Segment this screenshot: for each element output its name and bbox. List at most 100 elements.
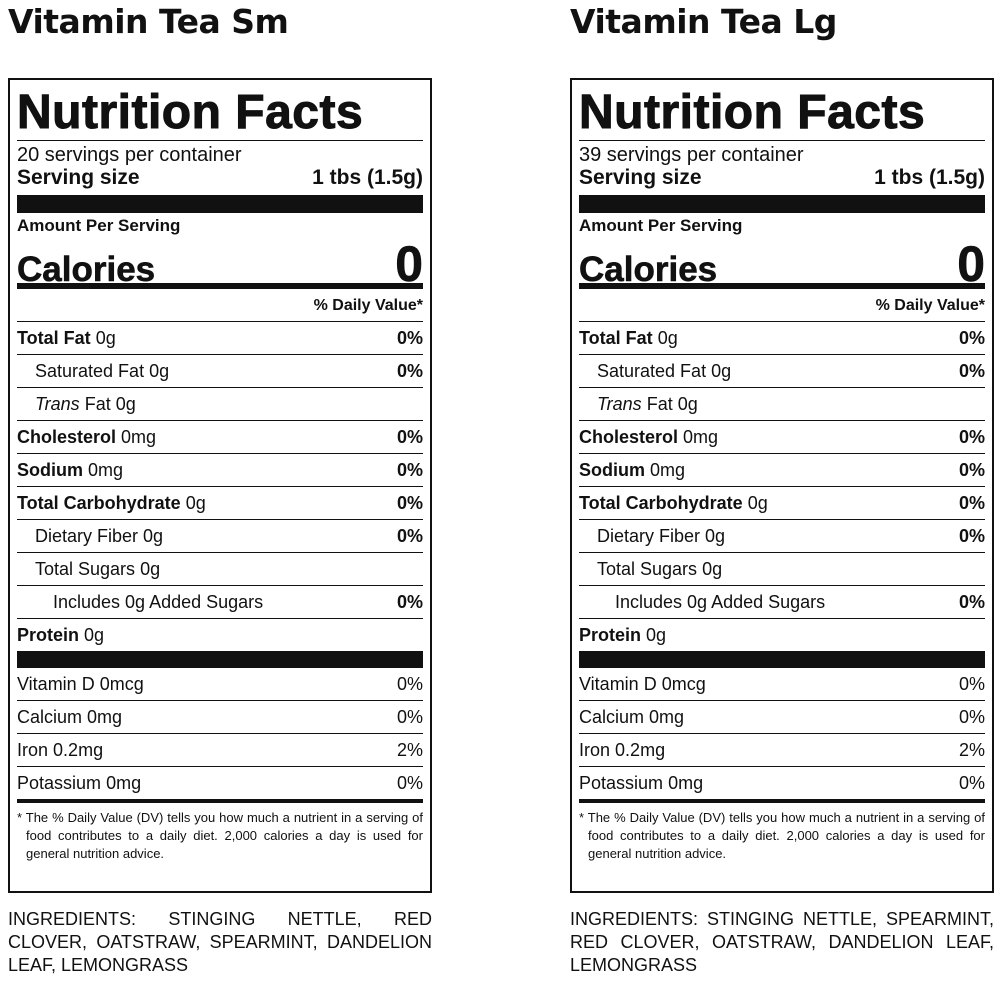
thick-rule xyxy=(579,195,985,213)
nutrient-name: Includes 0g Added Sugars xyxy=(615,591,826,612)
calories-value: 0 xyxy=(957,236,985,293)
nutrient-name: Fat xyxy=(646,393,673,414)
vitamin-row: Calcium 0mg 0% xyxy=(17,701,423,734)
nutrient-name: Total Sugars xyxy=(597,558,698,579)
nutrient-row: Total Fat 0g 0% xyxy=(17,322,423,355)
nutrient-name: Dietary Fiber xyxy=(597,525,701,546)
nutrient-row: Total Carbohydrate 0g 0% xyxy=(17,487,423,520)
vitamin-dv: 0% xyxy=(396,706,423,727)
nutrient-name: Cholesterol xyxy=(579,426,679,447)
vitamin-dv: 0% xyxy=(958,706,985,727)
nutrient: Total Carbohydrate 0g xyxy=(17,493,206,514)
nutrient-amount: 0g xyxy=(185,492,206,513)
nutrient-name: Total Fat xyxy=(579,327,653,348)
vitamin-name: Vitamin D xyxy=(17,673,95,694)
serving-size-value: 1 tbs (1.5g) xyxy=(312,166,423,189)
vitamin-name: Potassium xyxy=(579,772,664,793)
nutrient-amount: 0g xyxy=(646,624,667,645)
vitamin: Potassium 0mg xyxy=(579,773,703,794)
thick-rule xyxy=(579,651,985,668)
nutrient-prefix: Trans xyxy=(597,393,642,414)
nutrient: Protein 0g xyxy=(17,625,104,646)
nutrient-name: Total Carbohydrate xyxy=(17,492,181,513)
footnote: * The % Daily Value (DV) tells you how m… xyxy=(579,810,985,861)
amount-per-serving: Amount Per Serving xyxy=(17,216,181,235)
calories-value: 0 xyxy=(395,236,423,293)
serving-size-value: 1 tbs (1.5g) xyxy=(874,166,985,189)
vitamin-row: Potassium 0mg 0% xyxy=(579,767,985,803)
nutrient-name: Protein xyxy=(17,624,80,645)
vitamin-dv: 2% xyxy=(958,739,985,760)
nutrient-dv: 0% xyxy=(958,459,985,480)
nutrient-row: Cholesterol 0mg 0% xyxy=(17,421,423,454)
nutrient-name: Sodium xyxy=(579,459,645,480)
nutrient-dv: 0% xyxy=(958,591,985,612)
vitamin-row: Calcium 0mg 0% xyxy=(579,701,985,734)
nutrient: Cholesterol 0mg xyxy=(17,427,156,448)
ingredients: INGREDIENTS: STINGING NETTLE, RED CLOVER… xyxy=(8,909,432,975)
vitamin-name: Iron xyxy=(579,739,611,760)
nutrient-row: Sodium 0mg 0% xyxy=(579,454,985,487)
nutrient-amount: 0g xyxy=(702,558,723,579)
vitamin-name: Vitamin D xyxy=(579,673,657,694)
nutrient: Cholesterol 0mg xyxy=(579,427,718,448)
nutrient-row: Cholesterol 0mg 0% xyxy=(579,421,985,454)
nutrient-amount: 0g xyxy=(115,393,136,414)
vitamin-row: Iron 0.2mg 2% xyxy=(17,734,423,767)
serving-size-label: Serving size xyxy=(579,166,702,189)
nutrient: Trans Fat 0g xyxy=(17,394,136,415)
nutrient-name: Fat xyxy=(84,393,111,414)
product-name: Vitamin Tea Lg xyxy=(570,2,837,41)
vitamin-dv: 0% xyxy=(396,772,423,793)
nutrition-label: Nutrition Facts 20 servings per container… xyxy=(8,78,432,893)
nutrient-dv: 0% xyxy=(396,327,423,348)
nutrient-amount: 0g xyxy=(657,327,678,348)
nutrient-row: Trans Fat 0g xyxy=(579,388,985,421)
vitamin-row: Potassium 0mg 0% xyxy=(17,767,423,803)
vitamin: Calcium 0mg xyxy=(17,707,122,728)
vitamin-amount: 0.2mg xyxy=(53,739,104,760)
nutrient-amount: 0mg xyxy=(683,426,719,447)
nutrient-prefix: Trans xyxy=(35,393,80,414)
nutrient-amount: 0g xyxy=(747,492,768,513)
nutrient-amount: 0mg xyxy=(88,459,124,480)
nutrient: Sodium 0mg xyxy=(17,460,123,481)
nutrient-name: Protein xyxy=(579,624,642,645)
nutrient-row: Includes 0g Added Sugars 0% xyxy=(17,586,423,619)
vitamin: Calcium 0mg xyxy=(579,707,684,728)
vitamin-amount: 0mcg xyxy=(661,673,706,694)
nutrient: Saturated Fat 0g xyxy=(579,361,731,382)
vitamin-name: Iron xyxy=(17,739,49,760)
vitamin-row: Iron 0.2mg 2% xyxy=(579,734,985,767)
nutrient: Total Sugars 0g xyxy=(579,559,722,580)
nutrient: Saturated Fat 0g xyxy=(17,361,169,382)
nutrient-dv: 0% xyxy=(396,591,423,612)
label-title: Nutrition Facts xyxy=(17,86,423,141)
nutrient-name: Includes 0g Added Sugars xyxy=(53,591,264,612)
vitamin-amount: 0mcg xyxy=(99,673,144,694)
nutrient-row: Saturated Fat 0g 0% xyxy=(579,355,985,388)
nutrient-dv: 0% xyxy=(958,525,985,546)
vitamin-amount: 0.2mg xyxy=(615,739,666,760)
nutrient-dv: 0% xyxy=(396,525,423,546)
nutrient-amount: 0g xyxy=(95,327,116,348)
vitamin-name: Calcium xyxy=(579,706,645,727)
nutrient-dv: 0% xyxy=(396,360,423,381)
nutrient-dv: 0% xyxy=(396,492,423,513)
vitamin: Vitamin D 0mcg xyxy=(17,674,144,695)
serving-size: Serving size 1 tbs (1.5g) xyxy=(17,165,423,190)
daily-value-header: % Daily Value* xyxy=(17,289,423,322)
nutrient-dv: 0% xyxy=(958,426,985,447)
nutrient-amount: 0g xyxy=(711,360,732,381)
nutrient-name: Total Sugars xyxy=(35,558,136,579)
nutrient: Includes 0g Added Sugars xyxy=(579,592,825,613)
calories-label: Calories xyxy=(579,250,718,290)
nutrient-name: Saturated Fat xyxy=(597,360,707,381)
vitamin-amount: 0mg xyxy=(649,706,685,727)
nutrient-name: Sodium xyxy=(17,459,83,480)
nutrient: Includes 0g Added Sugars xyxy=(17,592,263,613)
nutrient: Dietary Fiber 0g xyxy=(579,526,725,547)
nutrient-row: Total Sugars 0g xyxy=(17,553,423,586)
vitamin-name: Potassium xyxy=(17,772,102,793)
label-title: Nutrition Facts xyxy=(579,86,985,141)
